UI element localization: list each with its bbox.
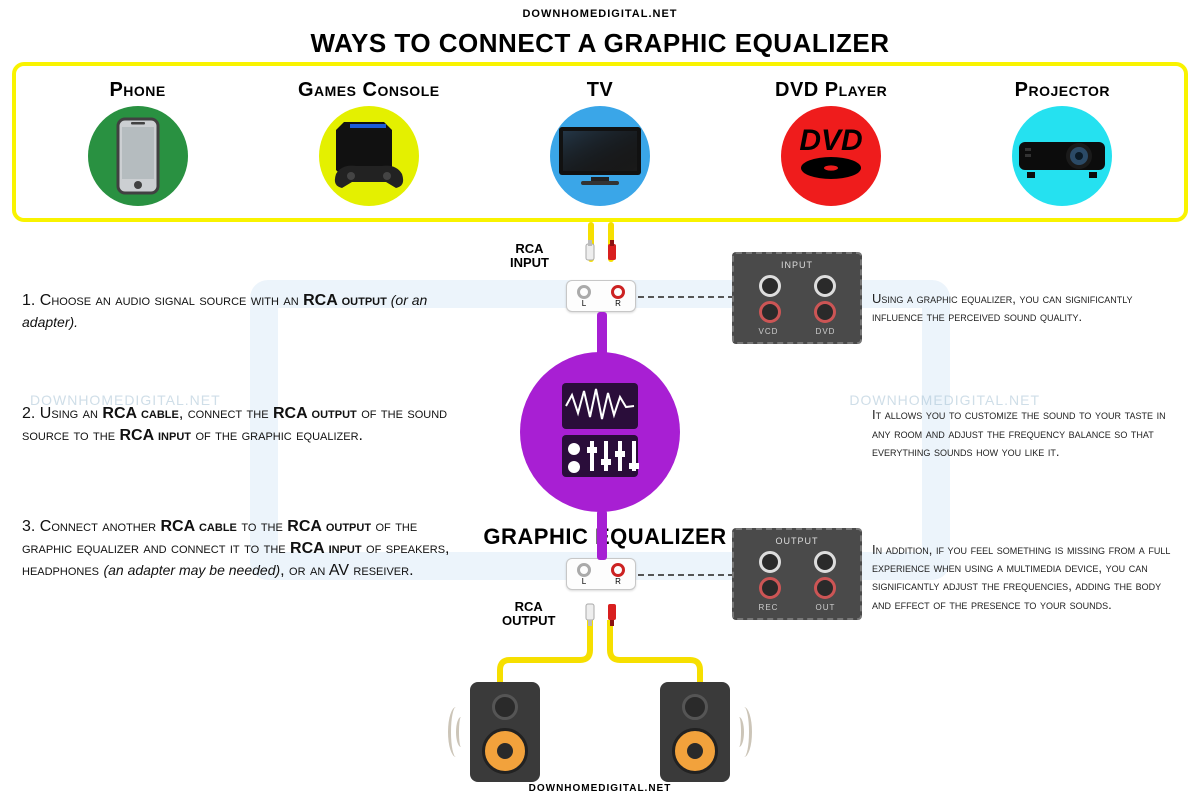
step-1: 1. Choose an audio signal source with an… — [22, 290, 452, 333]
t: 3. Connect another — [22, 518, 160, 535]
t: VCD — [759, 327, 779, 336]
sources-row: Phone Games Console TV — [12, 62, 1188, 222]
t: , connect the — [179, 405, 273, 422]
t: DVD — [816, 327, 836, 336]
right-column: Using a graphic equalizer, you can signi… — [872, 290, 1182, 694]
source-label: Phone — [109, 79, 165, 102]
panel-title: OUTPUT — [740, 536, 854, 546]
console-icon — [319, 106, 419, 206]
t: 2. Using an — [22, 405, 102, 422]
t: RCA input — [119, 427, 191, 444]
speaker-left — [470, 682, 540, 782]
dash-line — [638, 296, 734, 298]
steps-column: 1. Choose an audio signal source with an… — [22, 290, 452, 651]
t: RCA output — [303, 292, 387, 309]
source-tv: TV — [500, 79, 700, 206]
source-label: TV — [587, 79, 614, 102]
t: OUT — [816, 603, 836, 612]
svg-text:DVD: DVD — [799, 124, 862, 157]
source-console: Games Console — [269, 79, 469, 206]
projector-icon — [1012, 106, 1112, 206]
source-label: Projector — [1015, 79, 1110, 102]
sound-wave-icon — [448, 702, 466, 762]
rca-output-box: L R — [566, 558, 636, 590]
panel-output: OUTPUT REC OUT — [732, 528, 862, 620]
rca-plugs-top — [580, 240, 624, 280]
source-projector: Projector — [962, 79, 1162, 206]
t: (an adapter may be needed) — [103, 562, 280, 578]
dash-line — [638, 574, 734, 576]
site-url-bottom: DOWNHOMEDIGITAL.NET — [0, 783, 1200, 794]
right-text-1: Using a graphic equalizer, you can signi… — [872, 290, 1182, 326]
site-url-top: DOWNHOMEDIGITAL.NET — [0, 8, 1200, 20]
step-3: 3. Connect another RCA cable to the RCA … — [22, 516, 452, 581]
cable-purple — [597, 510, 607, 560]
step-2: 2. Using an RCA cable, connect the RCA o… — [22, 403, 452, 446]
speaker-right — [660, 682, 730, 782]
tv-icon — [550, 106, 650, 206]
equalizer-icon — [520, 352, 680, 512]
rca-input-label: RCA INPUT — [510, 242, 549, 269]
t: , or an AV reseiver. — [280, 562, 413, 579]
t: RCA output — [273, 405, 357, 422]
panel-title: INPUT — [740, 260, 854, 270]
t: RCA cable — [102, 405, 178, 422]
source-label: DVD Player — [775, 79, 887, 102]
right-text-2: It allows you to customize the sound to … — [872, 406, 1182, 461]
right-text-3: In addition, if you feel something is mi… — [872, 541, 1182, 614]
source-label: Games Console — [298, 79, 440, 102]
t: RCA output — [287, 518, 371, 535]
page-title: WAYS TO CONNECT A GRAPHIC EQUALIZER — [0, 28, 1200, 59]
t: 1. Choose an audio signal source with an — [22, 292, 303, 309]
t: to the — [237, 518, 287, 535]
t: of the graphic equalizer. — [191, 427, 363, 444]
rca-input-box: L R — [566, 280, 636, 312]
t: RCA input — [290, 540, 362, 557]
rca-plugs-bottom — [580, 590, 624, 630]
t: INPUT — [510, 255, 549, 270]
source-phone: Phone — [38, 79, 238, 206]
dvd-icon: DVD — [781, 106, 881, 206]
sound-wave-icon — [734, 702, 752, 762]
panel-input: INPUT VCD DVD — [732, 252, 862, 344]
source-dvd: DVD Player DVD — [731, 79, 931, 206]
t: REC — [759, 603, 779, 612]
t: RCA cable — [160, 518, 236, 535]
phone-icon — [88, 106, 188, 206]
center-diagram: RCA INPUT L R INPUT VCDDVD GRA — [470, 222, 730, 782]
